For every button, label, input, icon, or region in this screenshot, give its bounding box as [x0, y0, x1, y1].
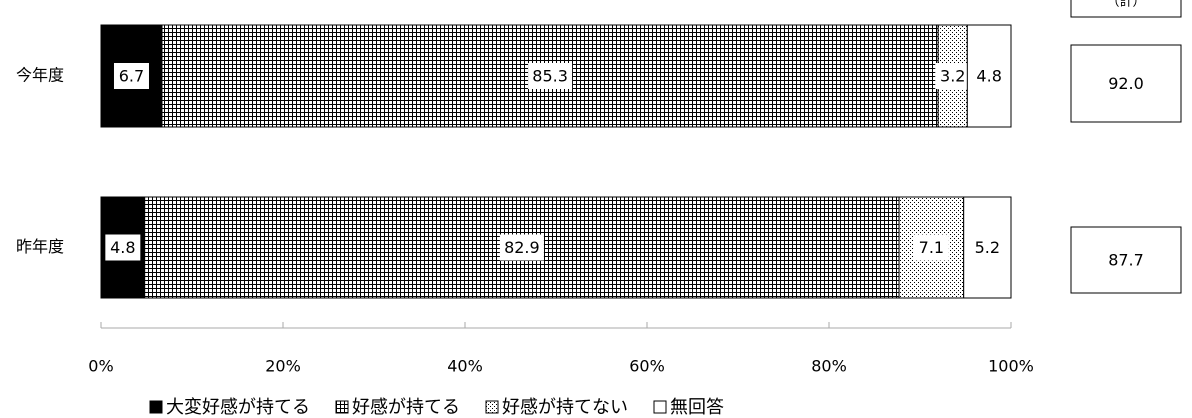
legend-swatch — [653, 400, 667, 414]
legend-label: 好感が持てる — [352, 397, 460, 418]
legend-label: 好感が持てない — [502, 397, 628, 418]
total-box — [1070, 226, 1182, 294]
total-box — [1070, 44, 1182, 123]
data-label: 6.7 — [119, 67, 144, 86]
data-label: 3.2 — [940, 67, 965, 86]
data-label: 7.1 — [919, 238, 944, 257]
total-label: 92.0 — [1108, 74, 1144, 93]
category-label: 昨年度 — [16, 237, 64, 256]
data-label: 4.8 — [110, 238, 135, 257]
data-label-bg — [913, 234, 949, 261]
legend-label: 大変好感が持てる — [166, 397, 310, 418]
data-label-bg — [528, 63, 573, 89]
x-tick-label: 80% — [811, 357, 847, 376]
data-label-bg — [969, 234, 1005, 261]
data-label-bg — [935, 63, 971, 89]
data-label: 82.9 — [504, 238, 540, 257]
data-label-bg — [971, 63, 1007, 89]
x-tick-label: 0% — [88, 357, 113, 376]
x-tick-label: 100% — [988, 357, 1034, 376]
legend-swatch — [149, 400, 163, 414]
legend-swatch — [485, 400, 499, 414]
x-tick-label: 20% — [265, 357, 301, 376]
legend-swatch — [335, 400, 349, 414]
total-header-box — [1070, 0, 1182, 18]
legend-label: 無回答 — [670, 397, 724, 418]
total-label: 87.7 — [1108, 251, 1144, 270]
data-label-bg — [113, 63, 149, 89]
data-label: 4.8 — [976, 67, 1001, 86]
data-label: 85.3 — [532, 67, 568, 86]
category-label: 今年度 — [16, 66, 64, 85]
data-label: 5.2 — [975, 238, 1000, 257]
total-header: （計） — [1106, 0, 1145, 10]
x-tick-label: 60% — [629, 357, 665, 376]
x-tick-label: 40% — [447, 357, 483, 376]
data-label-bg — [105, 234, 141, 261]
data-label-bg — [499, 234, 544, 261]
